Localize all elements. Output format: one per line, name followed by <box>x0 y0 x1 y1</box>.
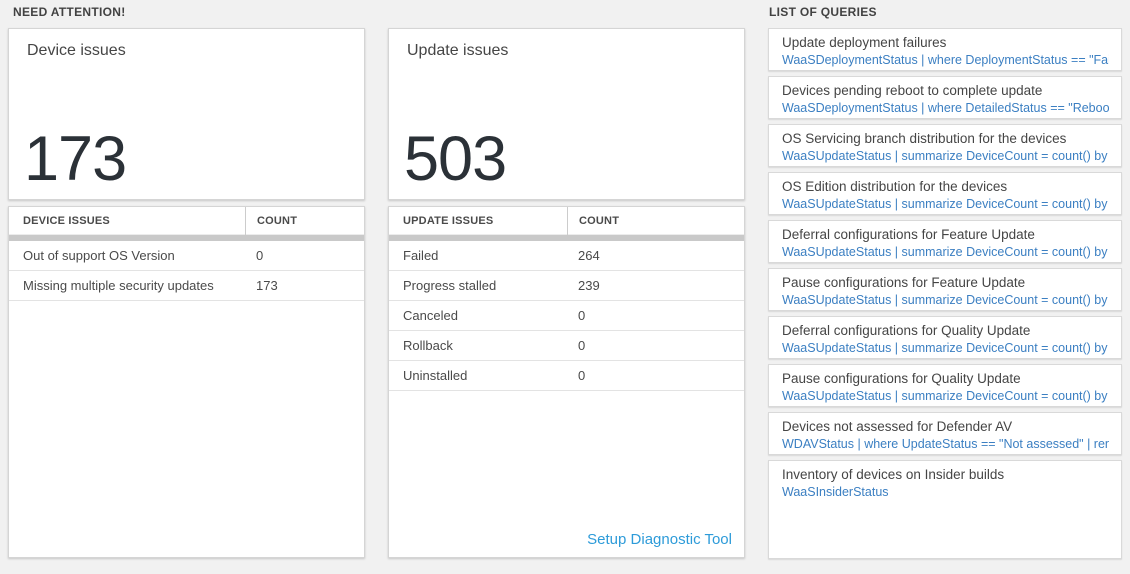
query-item-defender-av-not-assessed[interactable]: Devices not assessed for Defender AV WDA… <box>768 412 1122 455</box>
row-label: Uninstalled <box>403 368 468 383</box>
tile-count: 503 <box>404 124 507 194</box>
column-header-update-issues: UPDATE ISSUES <box>403 215 494 227</box>
row-count: 0 <box>256 248 264 263</box>
table-row-rollback[interactable]: Rollback 0 <box>389 331 744 361</box>
table-header-row: DEVICE ISSUES COUNT <box>9 207 364 235</box>
query-text: WaaSUpdateStatus | summarize DeviceCount… <box>782 149 1109 163</box>
query-title: OS Servicing branch distribution for the… <box>782 131 1067 146</box>
query-text: WaaSUpdateStatus | summarize DeviceCount… <box>782 293 1109 307</box>
query-item-devices-pending-reboot[interactable]: Devices pending reboot to complete updat… <box>768 76 1122 119</box>
table-row-missing-security-updates[interactable]: Missing multiple security updates 173 <box>9 271 364 301</box>
query-title: Deferral configurations for Feature Upda… <box>782 227 1035 242</box>
query-title: OS Edition distribution for the devices <box>782 179 1008 194</box>
query-title: Pause configurations for Quality Update <box>782 371 1021 386</box>
row-label: Out of support OS Version <box>23 248 175 263</box>
row-label: Rollback <box>403 338 453 353</box>
query-title: Deferral configurations for Quality Upda… <box>782 323 1031 338</box>
list-of-queries-heading: LIST OF QUERIES <box>769 5 877 19</box>
query-text: WaaSUpdateStatus | summarize DeviceCount… <box>782 245 1109 259</box>
query-item-pause-quality-update[interactable]: Pause configurations for Quality Update … <box>768 364 1122 407</box>
row-count: 239 <box>578 278 600 293</box>
update-issues-table: UPDATE ISSUES COUNT Failed 264 Progress … <box>388 206 745 558</box>
query-item-insider-builds-inventory[interactable]: Inventory of devices on Insider builds W… <box>768 460 1122 559</box>
query-item-os-edition-distribution[interactable]: OS Edition distribution for the devices … <box>768 172 1122 215</box>
table-row-out-of-support[interactable]: Out of support OS Version 0 <box>9 241 364 271</box>
query-list: Update deployment failures WaaSDeploymen… <box>768 28 1122 559</box>
setup-diagnostic-tool-link[interactable]: Setup Diagnostic Tool <box>587 531 732 548</box>
row-count: 0 <box>578 338 586 353</box>
query-text: WaaSInsiderStatus <box>782 485 889 499</box>
query-item-os-servicing-branch[interactable]: OS Servicing branch distribution for the… <box>768 124 1122 167</box>
table-row-progress-stalled[interactable]: Progress stalled 239 <box>389 271 744 301</box>
row-count: 264 <box>578 248 600 263</box>
query-item-deferral-quality-update[interactable]: Deferral configurations for Quality Upda… <box>768 316 1122 359</box>
query-item-update-deployment-failures[interactable]: Update deployment failures WaaSDeploymen… <box>768 28 1122 71</box>
column-header-count: COUNT <box>245 207 364 235</box>
row-label: Missing multiple security updates <box>23 278 214 293</box>
query-title: Devices not assessed for Defender AV <box>782 419 1013 434</box>
column-header-device-issues: DEVICE ISSUES <box>23 215 110 227</box>
table-row-canceled[interactable]: Canceled 0 <box>389 301 744 331</box>
need-attention-heading: NEED ATTENTION! <box>13 5 126 19</box>
horizontal-scrollbar[interactable] <box>9 235 364 241</box>
query-text: WDAVStatus | where UpdateStatus == "Not … <box>782 437 1109 451</box>
row-count: 173 <box>256 278 278 293</box>
query-text: WaaSUpdateStatus | summarize DeviceCount… <box>782 389 1109 403</box>
query-title: Update deployment failures <box>782 35 947 50</box>
tile-count: 173 <box>24 124 127 194</box>
table-row-failed[interactable]: Failed 264 <box>389 241 744 271</box>
row-label: Failed <box>403 248 439 263</box>
query-item-pause-feature-update[interactable]: Pause configurations for Feature Update … <box>768 268 1122 311</box>
device-issues-table: DEVICE ISSUES COUNT Out of support OS Ve… <box>8 206 365 558</box>
table-header-row: UPDATE ISSUES COUNT <box>389 207 744 235</box>
row-label: Canceled <box>403 308 458 323</box>
query-text: WaaSUpdateStatus | summarize DeviceCount… <box>782 341 1109 355</box>
row-count: 0 <box>578 368 586 383</box>
column-header-count: COUNT <box>567 207 744 235</box>
row-count: 0 <box>578 308 586 323</box>
tile-title: Device issues <box>27 42 126 59</box>
horizontal-scrollbar[interactable] <box>389 235 744 241</box>
query-title: Inventory of devices on Insider builds <box>782 467 1005 482</box>
query-text: WaaSDeploymentStatus | where DetailedSta… <box>782 101 1109 115</box>
query-text: WaaSUpdateStatus | summarize DeviceCount… <box>782 197 1109 211</box>
query-title: Pause configurations for Feature Update <box>782 275 1026 290</box>
update-issues-tile[interactable]: Update issues 503 <box>388 28 745 200</box>
device-issues-tile[interactable]: Device issues 173 <box>8 28 365 200</box>
tile-title: Update issues <box>407 42 509 59</box>
query-title: Devices pending reboot to complete updat… <box>782 83 1043 98</box>
table-row-uninstalled[interactable]: Uninstalled 0 <box>389 361 744 391</box>
query-text: WaaSDeploymentStatus | where DeploymentS… <box>782 53 1109 67</box>
row-label: Progress stalled <box>403 278 497 293</box>
query-item-deferral-feature-update[interactable]: Deferral configurations for Feature Upda… <box>768 220 1122 263</box>
